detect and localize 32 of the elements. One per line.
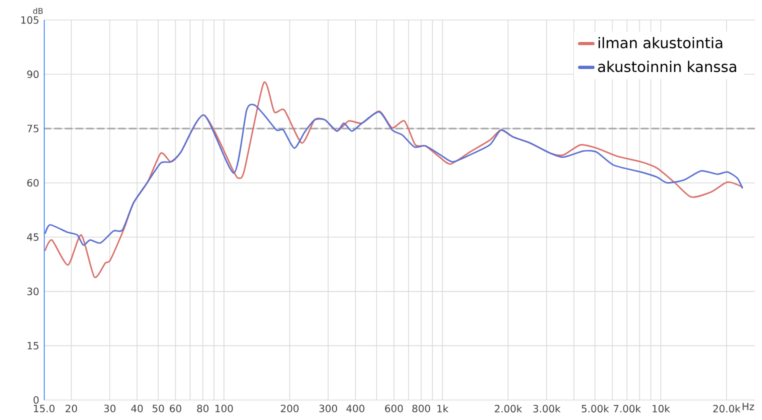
y-tick-label: 60 xyxy=(27,179,39,187)
x-tick-label: 300 xyxy=(319,404,338,412)
y-tick-label: 45 xyxy=(27,233,38,241)
x-tick-label: 100 xyxy=(216,404,233,412)
y-axis-title: dB xyxy=(33,8,43,14)
y-tick-label: 30 xyxy=(27,288,39,296)
x-tick-label: 30 xyxy=(104,404,116,412)
y-tick-label: 15 xyxy=(28,342,38,350)
y-tick-label: 0 xyxy=(34,396,39,404)
x-tick-label: 5.00k xyxy=(582,404,610,412)
x-tick-label: 60 xyxy=(170,404,182,412)
x-tick-label: 600 xyxy=(385,404,403,412)
x-tick-label: 40 xyxy=(131,404,143,412)
x-tick-label: 200 xyxy=(280,404,299,412)
x-tick-label: 1k xyxy=(437,404,448,412)
y-tick-label: 75 xyxy=(27,124,38,132)
x-tick-label: 400 xyxy=(346,404,364,412)
x-tick-label: 3.00k xyxy=(533,404,561,412)
legend-label: ilman akustointia xyxy=(598,36,722,48)
x-tick-label: 50 xyxy=(152,404,164,412)
legend-label: akustoinnin kanssa xyxy=(598,60,736,72)
x-tick-label: 2.00k xyxy=(494,404,522,412)
x-tick-label: 20.0k xyxy=(713,404,741,412)
y-tick-label: 105 xyxy=(21,16,38,24)
y-tick-label: 90 xyxy=(27,70,39,78)
x-axis-title: Hz xyxy=(742,402,754,410)
x-tick-label: 10k xyxy=(652,404,670,412)
x-tick-label: 80 xyxy=(197,404,208,412)
x-tick-label: 7.00k xyxy=(614,404,641,412)
x-tick-label: 800 xyxy=(412,404,430,412)
x-tick-label: 20 xyxy=(66,404,77,412)
x-tick-label: 15.0 xyxy=(34,404,54,412)
